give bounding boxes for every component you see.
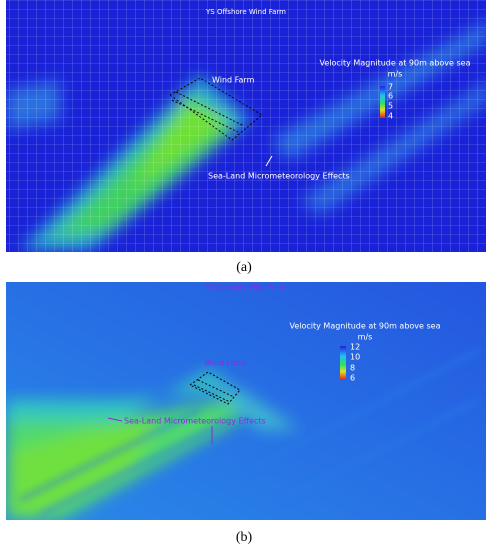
arrow [265,155,273,167]
annotation: Wind Farm [204,359,247,368]
legend-label: Velocity Magnitude at 90m above sea [319,59,470,68]
colorbar-tick: 6 [350,374,355,383]
colorbar-tick: 5 [388,102,393,111]
caption: (a) [236,260,252,275]
colorbar-tick: 8 [350,364,355,373]
panel-b-field [6,282,486,520]
annotation: Wind Farm [212,76,255,85]
annotation: Sea-Land Micrometeorology Effects [208,172,350,181]
colorbar-tick: 10 [350,353,360,362]
panel-title: YS Offshore Wind Farm [205,8,286,16]
legend-unit: m/s [388,70,403,79]
colorbar-tick: 12 [350,343,360,352]
panel-a-field [6,0,486,252]
colorbar-tick: 6 [388,92,393,101]
arrow [107,417,123,422]
colorbar [380,86,385,118]
annotation: Sea-Land Micrometeorology Effects [124,417,266,426]
panel-title: YS Offshore Wind Farm [205,283,286,291]
colorbar-tick: 7 [388,83,393,92]
legend-label: Velocity Magnitude at 90m above sea [289,322,440,331]
colorbar-tick: 4 [388,112,393,121]
colorbar [340,346,346,380]
caption: (b) [236,530,253,545]
legend-unit: m/s [358,333,373,342]
